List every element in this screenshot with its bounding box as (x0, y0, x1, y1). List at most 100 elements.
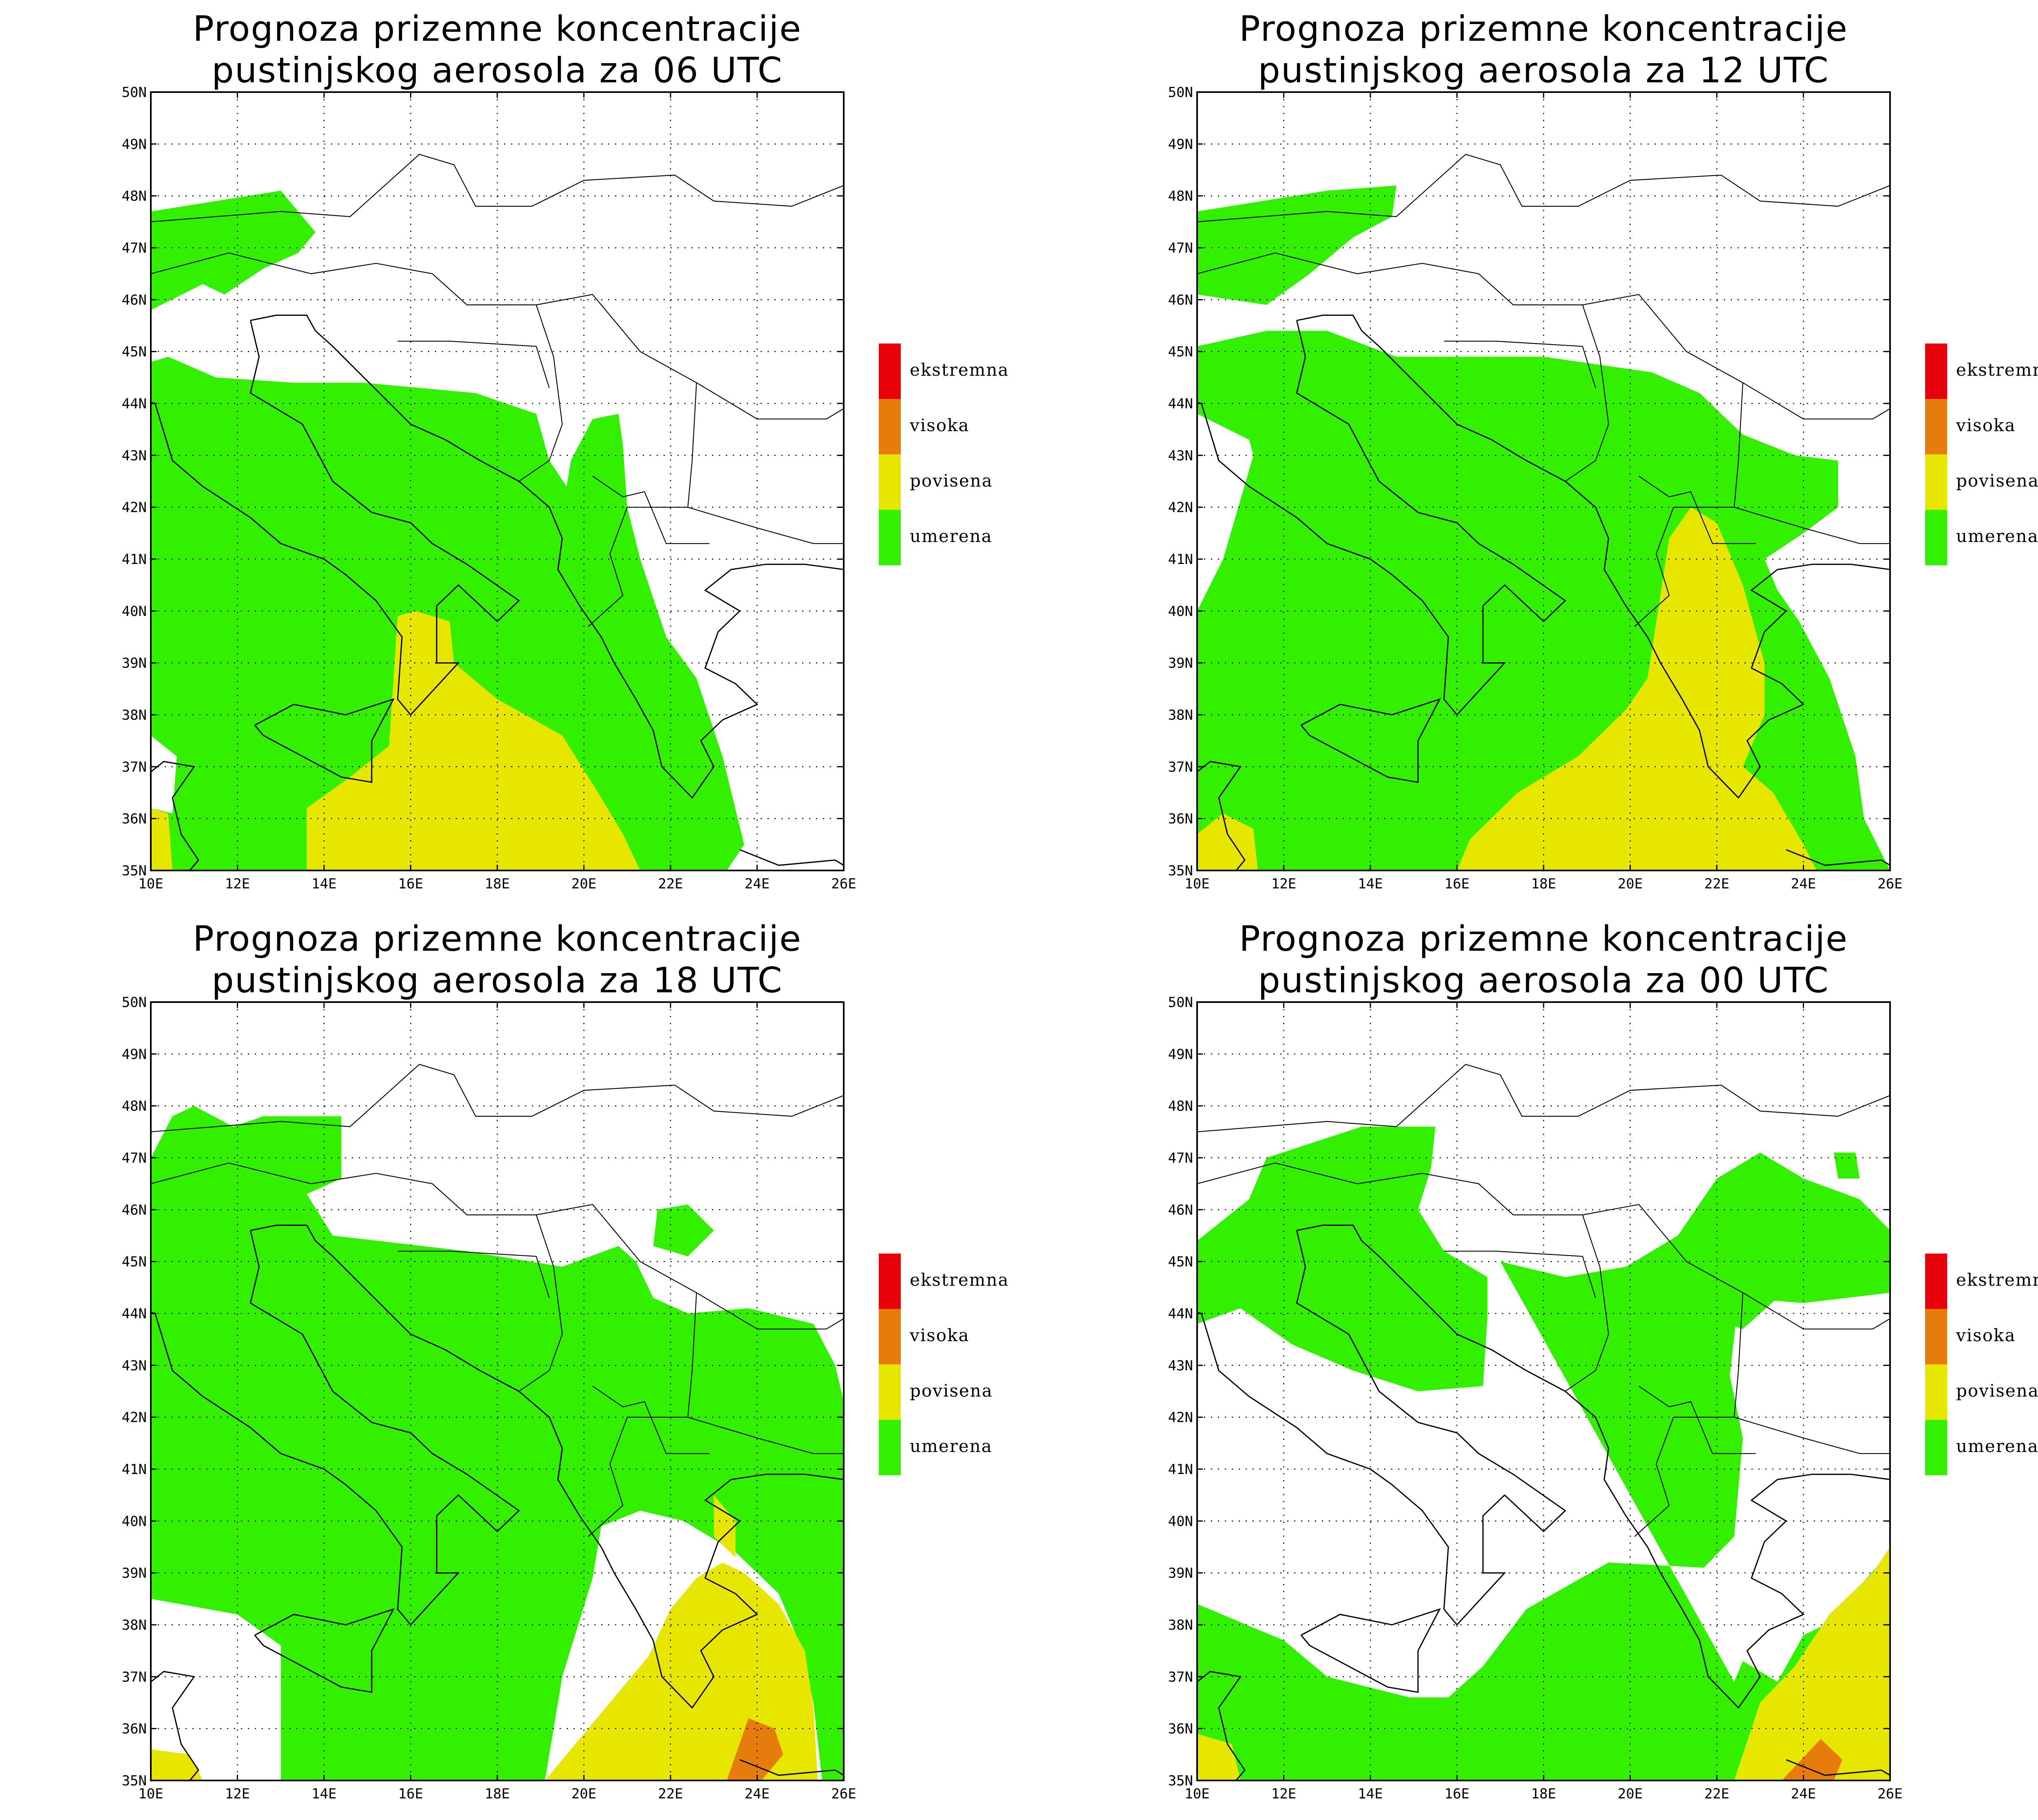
coastline (250, 315, 844, 799)
lat-tick-label: 36N (122, 811, 147, 827)
country-border (1742, 382, 1890, 420)
umerena-area (1833, 1152, 1860, 1179)
lat-tick-label: 47N (122, 1150, 147, 1166)
lat-tick-label: 36N (1168, 1721, 1193, 1737)
country-border (397, 1251, 550, 1298)
title-line-1: Prognoza prizemne koncentracije (1239, 919, 1848, 959)
lon-tick-label: 16E (398, 876, 423, 892)
coastline (1786, 849, 1890, 866)
country-border (1639, 476, 1756, 544)
lat-tick-label: 48N (1168, 188, 1193, 205)
legend-label-ekstremna: ekstremna (910, 1270, 1009, 1290)
povisena-area (1197, 1734, 1241, 1780)
coastline (254, 698, 395, 783)
lat-tick-label: 48N (122, 1098, 147, 1115)
lat-tick-label: 44N (122, 1306, 147, 1322)
lon-tick-label: 12E (225, 1786, 250, 1802)
lat-tick-label: 45N (122, 344, 147, 360)
lon-tick-label: 26E (1877, 876, 1902, 892)
lon-tick-label: 22E (1704, 876, 1729, 892)
lat-tick-label: 44N (1168, 396, 1193, 412)
lat-tick-label: 37N (1168, 1669, 1193, 1685)
legend-label-povisena: povisena (1956, 471, 2038, 491)
coastline (739, 849, 844, 866)
title-line-1: Prognoza prizemne koncentracije (1239, 9, 1848, 49)
lat-tick-label: 37N (122, 759, 147, 775)
lon-tick-label: 10E (1184, 1786, 1209, 1802)
lon-tick-label: 16E (1445, 1786, 1469, 1802)
coastline (1300, 698, 1441, 783)
lat-tick-label: 47N (1168, 1150, 1193, 1166)
lon-tick-label: 20E (571, 1786, 596, 1802)
lon-tick-label: 24E (745, 1786, 770, 1802)
umerena-area (1712, 1282, 1778, 1329)
lon-tick-label: 16E (398, 1786, 423, 1802)
map-panel-4: Prognoza prizemne koncentracije pustinjs… (1046, 910, 2038, 1820)
country-border (397, 341, 550, 388)
lat-tick-label: 42N (1168, 500, 1193, 516)
country-border (1639, 1386, 1756, 1454)
legend-swatch-visoka (879, 399, 901, 454)
coastline (151, 761, 199, 870)
povisena-area (307, 611, 640, 870)
lat-tick-label: 35N (1168, 1773, 1193, 1789)
lat-tick-label: 38N (122, 1617, 147, 1633)
legend-swatch-umerena (1925, 510, 1947, 565)
country-border (1444, 341, 1596, 388)
lon-tick-label: 20E (1618, 876, 1643, 892)
lat-tick-label: 39N (122, 1565, 147, 1582)
lon-tick-label: 24E (1791, 1786, 1816, 1802)
country-border (1734, 1417, 1890, 1454)
legend-swatch-povisena (879, 1364, 901, 1420)
coastline (1786, 1759, 1890, 1776)
lat-tick-label: 40N (1168, 603, 1193, 619)
panel-title: Prognoza prizemne koncentracije pustinjs… (147, 8, 848, 133)
lat-tick-label: 43N (1168, 1357, 1193, 1374)
lat-tick-label: 50N (1168, 994, 1193, 1011)
country-border (151, 154, 844, 223)
lon-tick-label: 10E (138, 1786, 163, 1802)
umerena-area (1197, 185, 1396, 305)
coastline (151, 1230, 520, 1626)
coastline (1300, 1608, 1441, 1693)
country-border (151, 252, 697, 627)
legend-label-visoka: visoka (1956, 415, 2016, 435)
lat-tick-label: 37N (122, 1669, 147, 1685)
lon-tick-label: 18E (1531, 876, 1556, 892)
lat-tick-label: 49N (122, 136, 147, 152)
lat-tick-label: 46N (122, 292, 147, 308)
lon-tick-label: 12E (1271, 1786, 1296, 1802)
country-border (1197, 1162, 1743, 1537)
lat-tick-label: 39N (1168, 655, 1193, 672)
lat-tick-label: 36N (122, 1721, 147, 1737)
umerena-area (151, 357, 744, 870)
lon-tick-label: 10E (138, 876, 163, 892)
umerena-area (1197, 1126, 1487, 1391)
lat-tick-label: 50N (122, 994, 147, 1011)
umerena-area (151, 190, 315, 310)
country-border (518, 1214, 563, 1392)
forecast-map: 50N 49N 48N 47N 46N 45N 44N 43N 42N 41N 40N 39N 38N 3… (122, 84, 856, 892)
lon-tick-label: 14E (311, 876, 336, 892)
lon-tick-label: 18E (485, 876, 510, 892)
legend-label-visoka: visoka (910, 1325, 970, 1345)
lon-tick-label: 26E (1877, 1786, 1902, 1802)
lon-tick-label: 26E (831, 1786, 856, 1802)
title-line-1: Prognoza prizemne koncentracije (192, 9, 802, 49)
lat-tick-label: 41N (1168, 551, 1193, 568)
country-border (1197, 1064, 1890, 1133)
legend-label-povisena: povisena (1956, 1381, 2038, 1401)
map-panel-2: Prognoza prizemne koncentracije pustinjs… (1046, 0, 2038, 910)
lon-tick-label: 24E (745, 876, 770, 892)
legend-label-povisena: povisena (910, 471, 993, 491)
lon-tick-label: 18E (485, 1786, 510, 1802)
lon-tick-label: 24E (1791, 876, 1816, 892)
lat-tick-label: 46N (122, 1202, 147, 1218)
legend-swatch-visoka (1925, 1309, 1947, 1364)
coastline (1197, 1230, 1566, 1626)
lat-tick-label: 49N (1168, 1046, 1193, 1062)
lat-tick-label: 39N (1168, 1565, 1193, 1582)
lon-tick-label: 20E (571, 876, 596, 892)
lat-tick-label: 48N (1168, 1098, 1193, 1115)
country-border (592, 476, 710, 544)
